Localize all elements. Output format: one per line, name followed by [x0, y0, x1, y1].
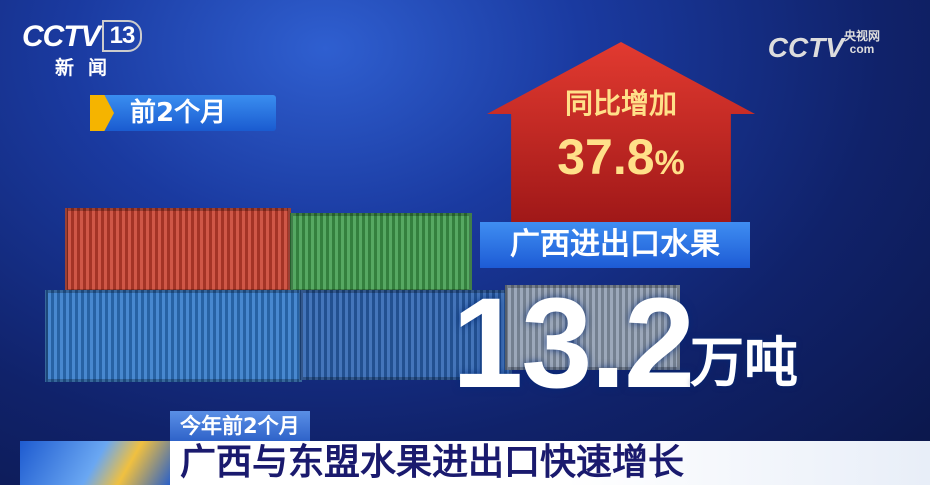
total-unit: 万吨 [690, 331, 798, 394]
growth-unit: % [654, 144, 685, 182]
cctv-com-watermark: CCTV央视网 com [768, 30, 880, 64]
watermark-brand: CCTV [767, 32, 844, 63]
metric-label: 广西进出口水果 [480, 222, 750, 268]
blue-container [45, 290, 302, 382]
total-value: 13.2 [452, 272, 695, 415]
grey-container [505, 285, 680, 370]
logo-number: 13 [101, 20, 143, 52]
blue-container-2 [300, 290, 512, 380]
chevron-icon [90, 95, 114, 131]
headline: 广西与东盟水果进出口快速增长 [180, 442, 685, 483]
period-tag-text: 前2个月 [130, 98, 227, 128]
growth-value: 37.8% [487, 128, 755, 186]
watermark-domain: com [849, 42, 875, 56]
lower-third-tag: 今年前2个月 [170, 411, 310, 441]
period-tag: 前2个月 [90, 95, 276, 131]
channel-name: 新闻 [55, 57, 122, 79]
growth-number: 37.8 [557, 129, 655, 185]
lower-third-bar [20, 441, 930, 485]
globe-icon [20, 441, 170, 485]
cctv13-logo: CCTV 13 [22, 20, 143, 54]
logo-brand: CCTV [22, 20, 101, 53]
red-container [65, 208, 291, 292]
watermark-name: 央视网 [843, 29, 880, 43]
growth-label: 同比增加 [564, 87, 677, 120]
green-container [290, 213, 472, 292]
